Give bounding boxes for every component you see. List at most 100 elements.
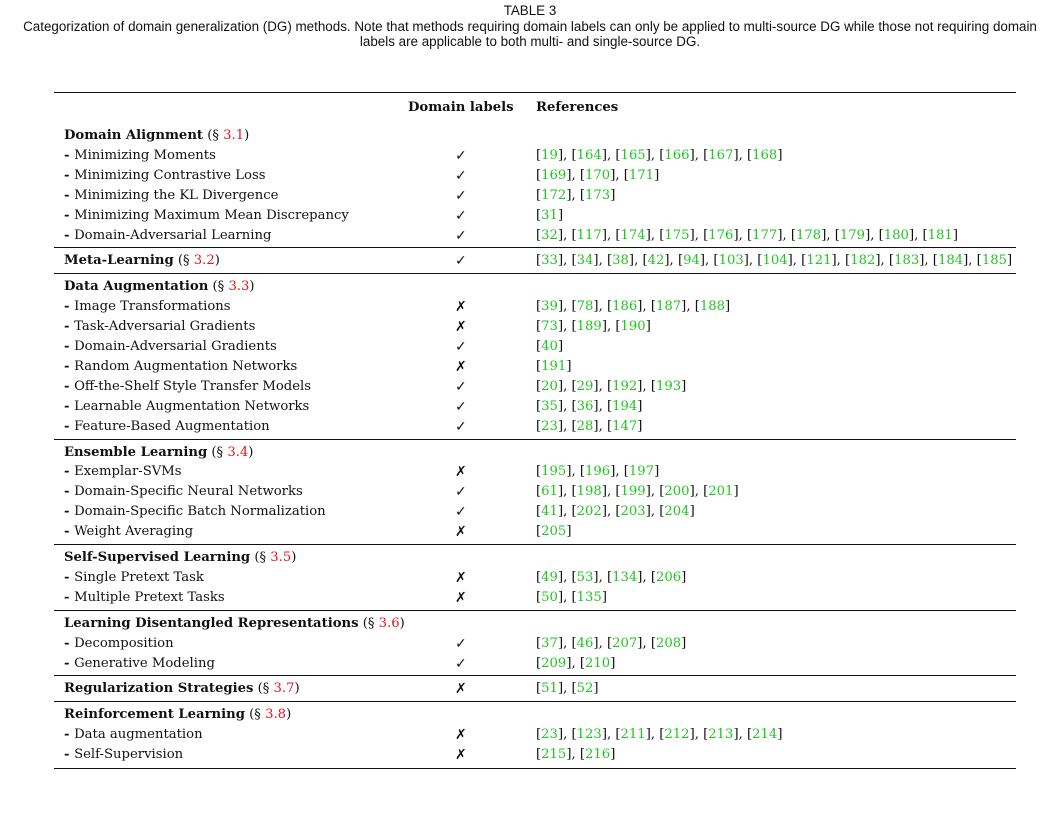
reference-link[interactable]: 117 [576,227,602,243]
reference-link[interactable]: 196 [585,464,611,480]
reference-link[interactable]: 46 [576,635,594,651]
reference-link[interactable]: 189 [576,319,602,335]
reference-link[interactable]: 177 [752,227,778,243]
reference-link[interactable]: 73 [541,319,558,335]
reference-link[interactable]: 147 [612,418,638,434]
reference-link[interactable]: 49 [541,569,558,585]
reference-link[interactable]: 34 [576,253,594,269]
reference-link[interactable]: 193 [656,378,682,394]
reference-link[interactable]: 188 [699,299,726,315]
reference-link[interactable]: 32 [541,227,558,243]
reference-link[interactable]: 202 [576,504,602,520]
bracket: [ [606,418,613,434]
reference-link[interactable]: 201 [708,484,734,500]
reference-link[interactable]: 190 [620,319,646,335]
reference-link[interactable]: 178 [796,227,822,243]
reference-link[interactable]: 209 [541,655,567,671]
section-link[interactable]: 3.3 [228,279,250,295]
references-cell: [49], [53], [134], [206] [536,568,686,588]
reference-link[interactable]: 212 [664,727,690,743]
reference-link[interactable]: 215 [541,747,567,763]
reference-link[interactable]: 39 [541,299,558,315]
reference-link[interactable]: 78 [576,299,594,315]
reference-link[interactable]: 167 [708,147,734,163]
reference-link[interactable]: 61 [541,484,558,500]
reference-link[interactable]: 197 [628,464,655,480]
reference-link[interactable]: 28 [576,418,594,434]
reference-link[interactable]: 199 [620,484,646,500]
reference-link[interactable]: 104 [762,253,788,269]
reference-link[interactable]: 172 [541,187,567,203]
reference-link[interactable]: 41 [541,504,558,520]
reference-link[interactable]: 29 [576,378,594,394]
reference-link[interactable]: 185 [981,253,1007,269]
reference-link[interactable]: 206 [656,569,682,585]
reference-link[interactable]: 171 [628,167,655,183]
reference-link[interactable]: 205 [541,524,567,540]
section-link[interactable]: 3.2 [193,253,215,269]
reference-link[interactable]: 23 [541,418,558,434]
reference-link[interactable]: 36 [576,398,594,414]
reference-link[interactable]: 203 [620,504,646,520]
reference-link[interactable]: 38 [612,253,629,269]
reference-link[interactable]: 180 [883,227,909,243]
reference-link[interactable]: 20 [541,378,558,394]
reference-link[interactable]: 204 [664,504,690,520]
reference-link[interactable]: 182 [850,253,876,269]
reference-link[interactable]: 179 [839,227,866,243]
reference-link[interactable]: 165 [620,147,646,163]
reference-link[interactable]: 166 [664,147,690,163]
reference-link[interactable]: 214 [752,727,778,743]
reference-link[interactable]: 31 [541,207,558,223]
reference-link[interactable]: 192 [612,378,638,394]
reference-link[interactable]: 170 [585,167,611,183]
reference-link[interactable]: 174 [620,227,646,243]
reference-link[interactable]: 194 [612,398,638,414]
reference-link[interactable]: 33 [541,253,558,269]
section-link[interactable]: 3.8 [265,707,287,723]
reference-link[interactable]: 210 [585,655,611,671]
reference-link[interactable]: 187 [656,299,682,315]
section-link[interactable]: 3.7 [273,681,295,697]
reference-link[interactable]: 103 [718,253,744,269]
reference-link[interactable]: 42 [647,253,665,269]
reference-link[interactable]: 51 [541,681,558,697]
reference-link[interactable]: 123 [576,727,602,743]
reference-link[interactable]: 186 [612,299,638,315]
reference-link[interactable]: 213 [708,727,734,743]
reference-link[interactable]: 173 [585,187,611,203]
reference-link[interactable]: 191 [541,358,567,374]
reference-link[interactable]: 50 [541,589,558,605]
reference-link[interactable]: 37 [541,635,558,651]
section-link[interactable]: 3.6 [378,615,400,631]
section-link[interactable]: 3.4 [227,444,249,460]
bracket: [ [650,635,656,651]
reference-link[interactable]: 121 [806,253,832,269]
reference-link[interactable]: 40 [541,339,558,354]
reference-link[interactable]: 164 [576,147,602,163]
reference-link[interactable]: 198 [576,484,602,500]
reference-link[interactable]: 134 [612,569,638,585]
reference-link[interactable]: 53 [576,569,594,585]
reference-link[interactable]: 168 [752,147,778,163]
reference-link[interactable]: 169 [541,167,567,183]
reference-link[interactable]: 176 [708,227,734,243]
reference-link[interactable]: 211 [620,727,646,743]
reference-link[interactable]: 216 [585,747,611,763]
reference-link[interactable]: 135 [576,589,602,605]
reference-link[interactable]: 208 [656,635,682,651]
reference-link[interactable]: 181 [927,227,953,243]
reference-link[interactable]: 19 [541,147,558,163]
reference-link[interactable]: 207 [612,635,638,651]
reference-link[interactable]: 23 [541,727,558,743]
reference-link[interactable]: 35 [541,398,558,414]
reference-link[interactable]: 195 [541,464,567,480]
reference-link[interactable]: 94 [683,253,700,269]
reference-link[interactable]: 183 [894,253,920,269]
reference-link[interactable]: 184 [937,253,964,269]
reference-link[interactable]: 175 [664,227,690,243]
reference-link[interactable]: 200 [664,484,690,500]
section-link[interactable]: 3.1 [223,128,245,143]
reference-link[interactable]: 52 [576,681,594,697]
section-link[interactable]: 3.5 [270,550,292,565]
